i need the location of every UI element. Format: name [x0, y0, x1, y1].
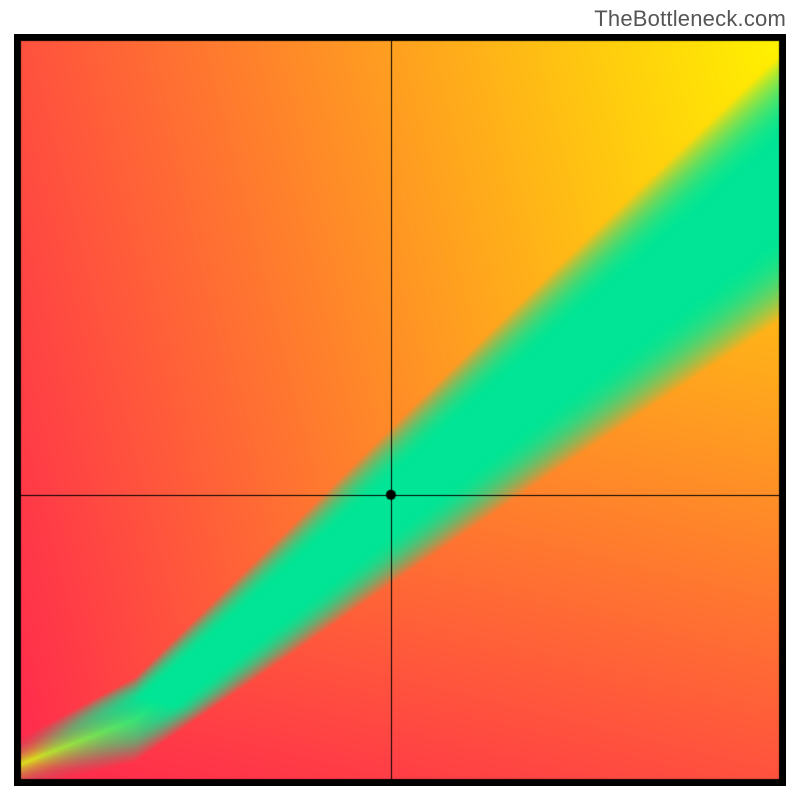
plot-area [14, 34, 786, 786]
watermark-text: TheBottleneck.com [594, 6, 786, 32]
chart-container: TheBottleneck.com [0, 0, 800, 800]
heatmap-canvas [14, 34, 786, 786]
